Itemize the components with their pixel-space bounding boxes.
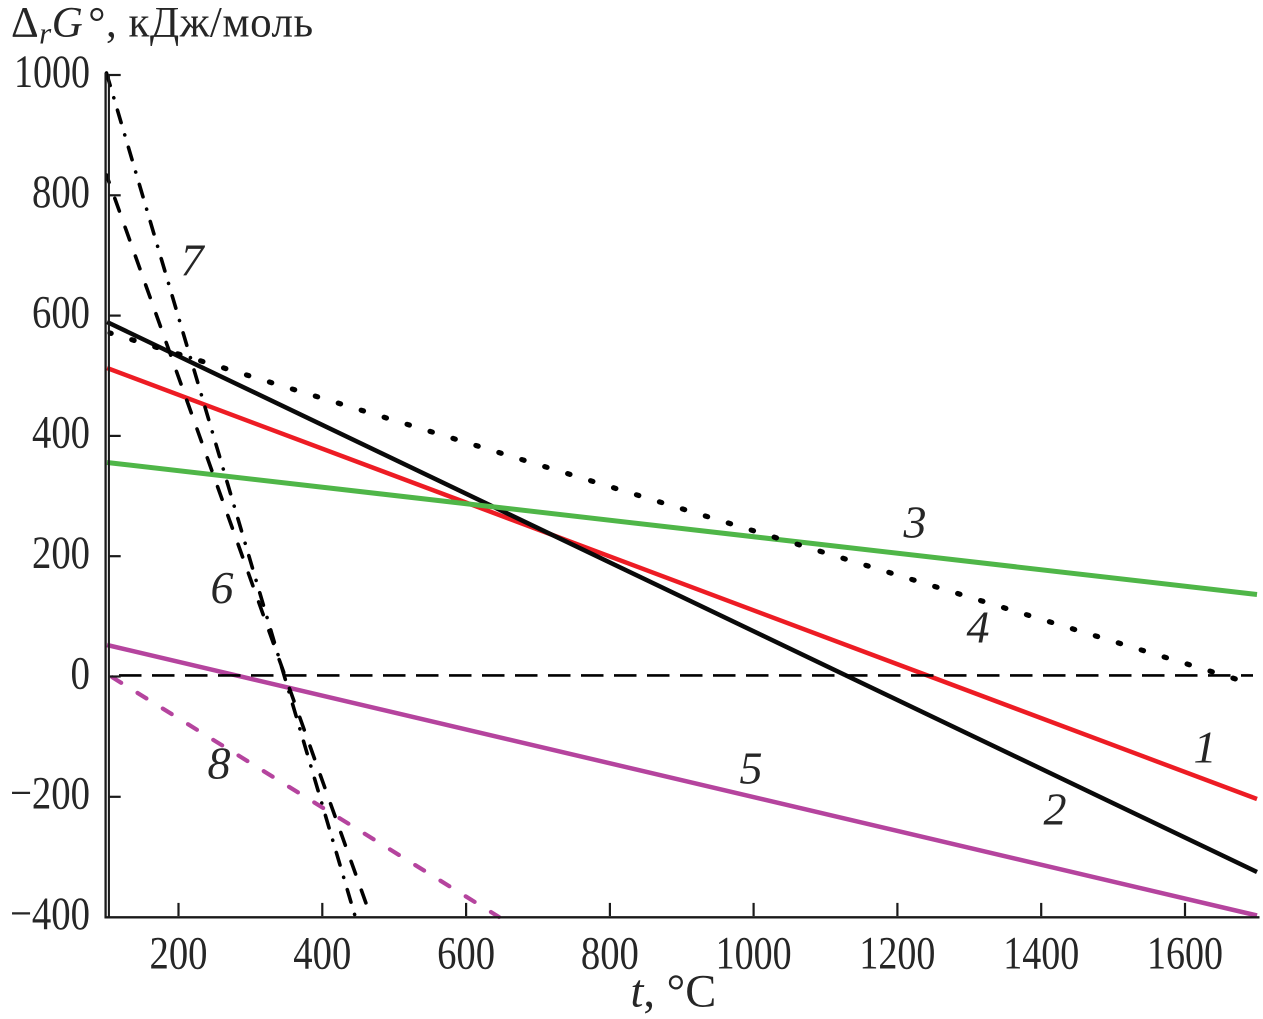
svg-text:1200: 1200 <box>859 927 935 979</box>
svg-text:−400: −400 <box>10 888 90 940</box>
svg-text:800: 800 <box>32 166 90 218</box>
svg-text:1: 1 <box>1194 722 1217 773</box>
svg-text:200: 200 <box>32 527 90 579</box>
svg-text:400: 400 <box>293 927 351 979</box>
svg-text:200: 200 <box>150 927 208 979</box>
svg-text:4: 4 <box>967 602 990 653</box>
svg-text:8: 8 <box>208 738 231 789</box>
svg-text:ΔrG°, кДж/моль: ΔrG °, кДж/моль <box>11 0 314 51</box>
svg-text:6: 6 <box>211 562 234 613</box>
svg-text:600: 600 <box>437 927 495 979</box>
svg-text:1000: 1000 <box>716 927 792 979</box>
svg-text:2: 2 <box>1044 784 1067 835</box>
svg-text:1400: 1400 <box>1003 927 1079 979</box>
svg-text:7: 7 <box>181 235 206 286</box>
svg-text:600: 600 <box>32 286 90 338</box>
svg-text:1600: 1600 <box>1147 927 1223 979</box>
svg-text:t, °C: t, °C <box>631 967 717 1018</box>
svg-text:5: 5 <box>740 743 763 794</box>
svg-text:400: 400 <box>32 407 90 459</box>
svg-text:−200: −200 <box>10 768 90 820</box>
svg-text:800: 800 <box>581 927 639 979</box>
svg-text:3: 3 <box>903 497 927 548</box>
svg-text:0: 0 <box>71 647 91 699</box>
svg-text:1000: 1000 <box>14 46 90 98</box>
